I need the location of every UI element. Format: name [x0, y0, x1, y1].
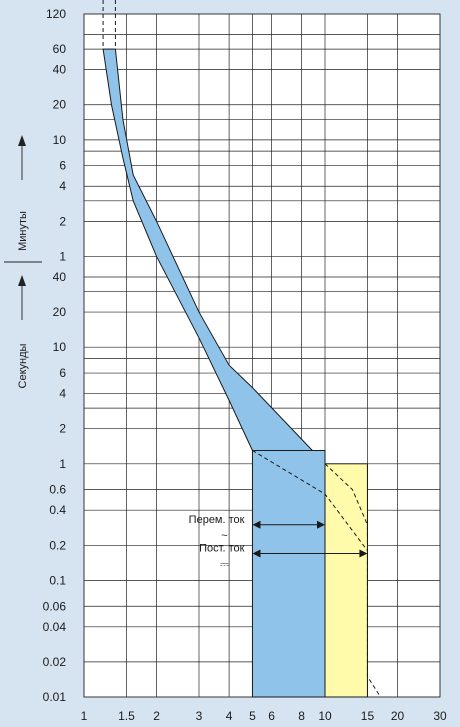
curve-lines: [102, 0, 381, 698]
y-tick-label-seconds: 0.4: [49, 503, 66, 517]
annotation-arrow-head: [359, 549, 368, 558]
y-tick-label-seconds: 1: [59, 457, 66, 471]
x-tick-label: 4: [226, 709, 233, 723]
curve-fills: [102, 48, 368, 698]
x-tick-label: 3: [196, 709, 203, 723]
magnetic-ac-band: [251, 450, 326, 698]
y-tick-label-seconds: 0.6: [49, 483, 66, 497]
y-tick-label-seconds: 40: [53, 270, 67, 284]
minutes-arrow-head: [18, 135, 26, 146]
x-tick-labels: 1 1.5 2 3 4 5 6 8 10 15 20 30: [81, 709, 447, 723]
y-tick-label-minutes: 6: [59, 159, 66, 173]
magnetic-dc-band: [324, 463, 368, 698]
x-tick-label: 20: [391, 709, 405, 723]
x-tick-label: 2: [153, 709, 160, 723]
annotations: Перем. ток ~Пост. ток ⎓: [189, 514, 368, 571]
y-tick-label-seconds: 0.01: [43, 690, 67, 704]
y-tick-label-minutes: 60: [53, 42, 67, 56]
x-tick-label: 5: [249, 709, 256, 723]
y-tick-label-seconds: 4: [59, 387, 66, 401]
y-tick-label-minutes: 10: [53, 133, 67, 147]
annotation-ac-label: Перем. ток: [189, 514, 245, 526]
y-tick-label-seconds: 0.1: [49, 573, 66, 587]
y-tick-label-seconds: 20: [53, 305, 67, 319]
y-tick-label-seconds: 0.06: [43, 599, 67, 613]
seconds-label: Секунды: [17, 343, 29, 388]
y-tick-label-seconds: 6: [59, 366, 66, 380]
y-tick-label-minutes: 20: [53, 98, 67, 112]
y-tick-label-minutes: 120: [46, 7, 66, 21]
y-tick-label-seconds: 10: [53, 340, 67, 354]
y-tick-label-minutes: 4: [59, 179, 66, 193]
dashed-line: [252, 450, 368, 551]
y-tick-label-minutes: 40: [53, 63, 67, 77]
y-tick-label-minutes: 1: [59, 249, 66, 263]
seconds-arrow-head: [18, 275, 26, 286]
annotation-arrow-head: [317, 520, 326, 529]
annotation-arrow-head: [252, 549, 261, 558]
x-tick-label: 30: [433, 709, 447, 723]
x-tick-label: 15: [361, 709, 375, 723]
y-tick-labels: 1246102040601200.010.020.040.060.10.20.4…: [43, 7, 67, 704]
x-tick-label: 1: [81, 709, 88, 723]
y-tick-label-seconds: 0.02: [43, 655, 67, 669]
annotation-dc-label: Пост. ток: [199, 543, 244, 555]
minutes-label: Минуты: [17, 211, 29, 251]
x-tick-label: 8: [298, 709, 305, 723]
annotation-ac-symbol: ~: [221, 530, 227, 542]
x-tick-label: 6: [268, 709, 275, 723]
y-tick-label-seconds: 2: [59, 422, 66, 436]
annotation-arrow-head: [252, 520, 261, 529]
y-tick-label-seconds: 0.2: [49, 538, 66, 552]
x-tick-label: 1.5: [118, 709, 135, 723]
y-tick-label-minutes: 2: [59, 214, 66, 228]
annotation-dc-symbol: ⎓: [220, 559, 229, 571]
y-tick-label-seconds: 0.04: [43, 620, 67, 634]
y-unit-labels: Минуты Секунды: [4, 135, 42, 388]
x-tick-label: 10: [318, 709, 332, 723]
